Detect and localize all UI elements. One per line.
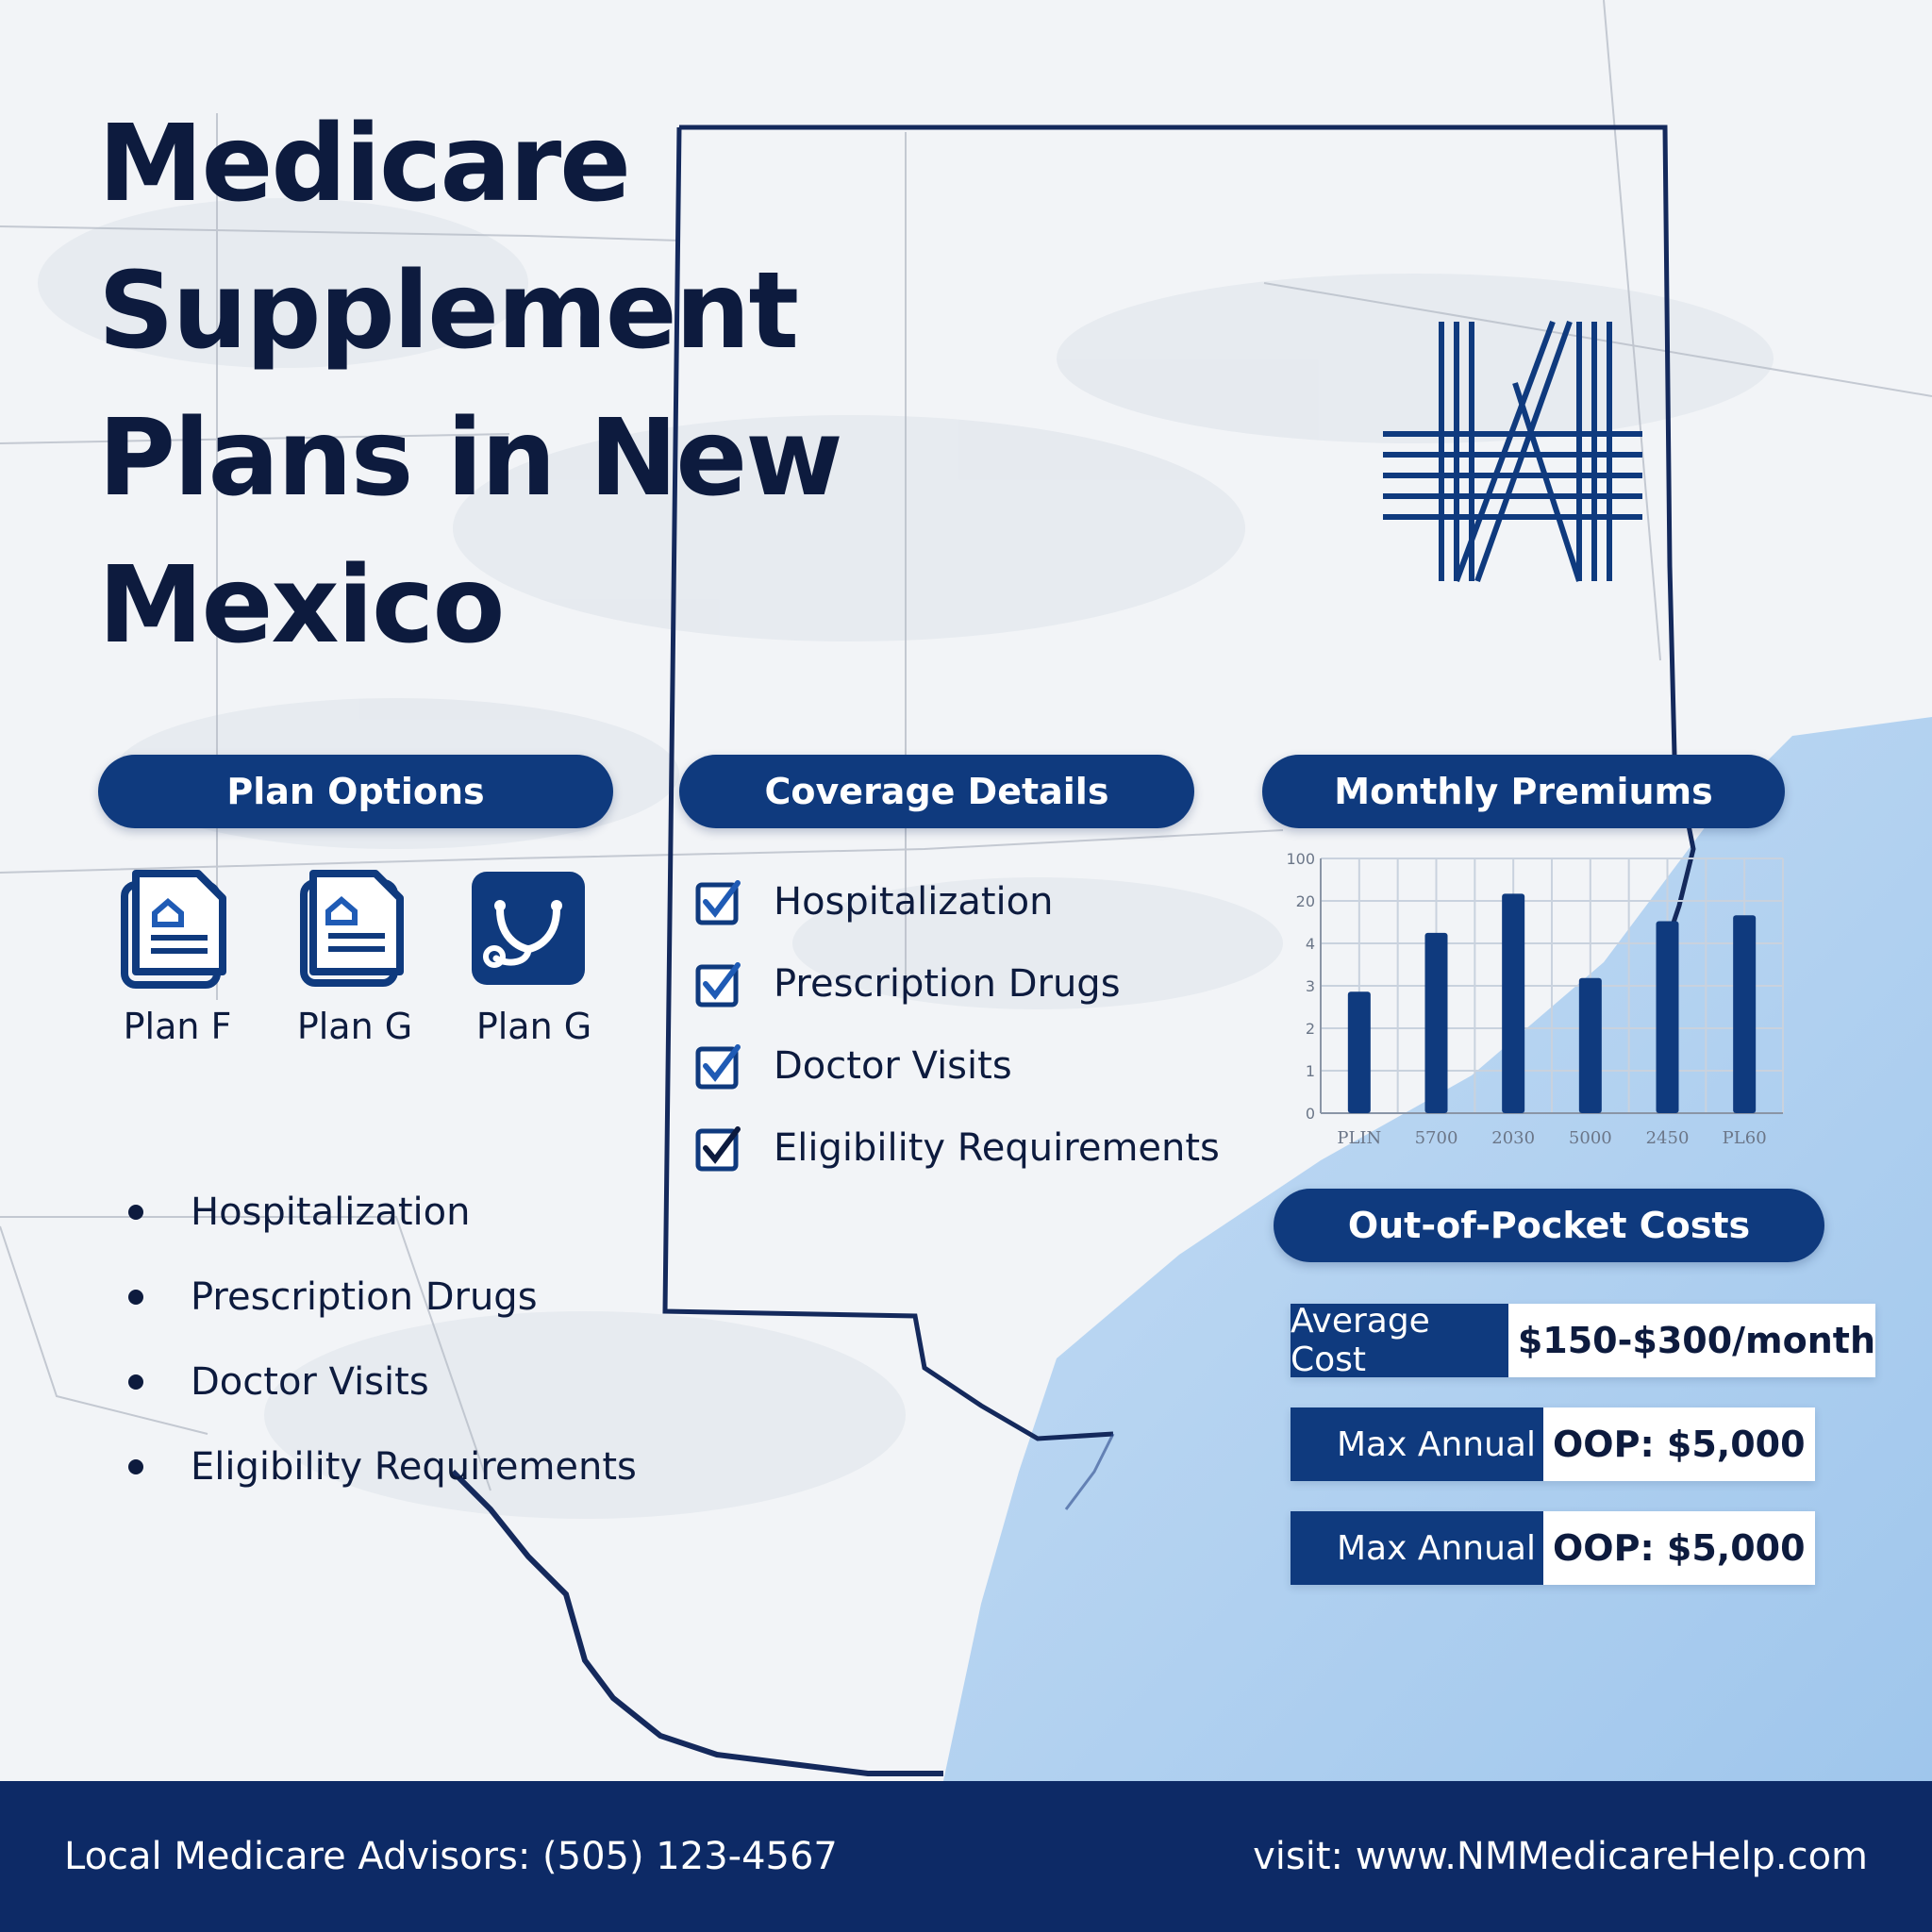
x-tick-label: 5000 <box>1569 1128 1612 1148</box>
x-tick-label: 5700 <box>1415 1128 1458 1148</box>
checklist-item: Prescription Drugs <box>694 942 1220 1024</box>
contact-phone[interactable]: Local Medicare Advisors: (505) 123-4567 <box>64 1835 838 1878</box>
checkbox-checked-icon <box>695 961 741 1007</box>
website-link[interactable]: visit: www.NMMedicareHelp.com <box>1253 1835 1868 1878</box>
y-tick-label: 3 <box>1306 977 1315 995</box>
cost-row-average: Average Cost $150-$300/month <box>1291 1302 1875 1379</box>
checkbox-checked-icon <box>695 1043 741 1089</box>
plan-options-header: Plan Options <box>98 755 613 828</box>
bullet-icon <box>128 1459 143 1474</box>
coverage-details-header: Coverage Details <box>679 755 1194 828</box>
out-of-pocket-header: Out-of-Pocket Costs <box>1274 1189 1824 1262</box>
footer-bar: Local Medicare Advisors: (505) 123-4567 … <box>0 1781 1932 1932</box>
cost-value: OOP: $5,000 <box>1543 1511 1815 1585</box>
y-tick-label: 100 <box>1286 850 1315 868</box>
cost-label: Max Annual <box>1291 1407 1543 1481</box>
document-icon <box>121 870 226 989</box>
monthly-premiums-chart: 0 1 2 3 4 20 100 PLIN 5700 2030 5000 2450 PL60 <box>1286 850 1784 1148</box>
list-item: Prescription Drugs <box>128 1255 637 1340</box>
bullet-icon <box>128 1205 143 1220</box>
x-tick-label: PL60 <box>1723 1128 1767 1148</box>
x-tick-label: 2030 <box>1491 1128 1535 1148</box>
plan-card-f[interactable]: Plan F <box>111 868 281 1047</box>
list-item: Doctor Visits <box>128 1340 637 1424</box>
plan-label: Plan F <box>123 1006 232 1047</box>
y-tick-label: 2 <box>1306 1020 1315 1038</box>
checkbox-checked-icon <box>695 1125 741 1171</box>
checklist-item: Hospitalization <box>694 860 1220 942</box>
cost-row-max-annual-2: Max Annual OOP: $5,000 <box>1291 1511 1815 1585</box>
cost-value: $150-$300/month <box>1507 1304 1875 1377</box>
y-tick-label: 4 <box>1306 935 1315 953</box>
checklist-item: Eligibility Requirements <box>694 1107 1220 1189</box>
y-tick-label: 20 <box>1296 892 1315 910</box>
document-icon <box>300 870 404 987</box>
premium-bar <box>1578 977 1602 1113</box>
stethoscope-icon <box>472 872 585 985</box>
premium-bar <box>1424 932 1448 1113</box>
plan-card-g[interactable]: Plan G <box>289 868 458 1047</box>
plan-options-list: Hospitalization Prescription Drugs Docto… <box>128 1170 637 1509</box>
y-tick-label: 0 <box>1306 1105 1315 1123</box>
cost-value: OOP: $5,000 <box>1543 1407 1815 1481</box>
y-tick-label: 1 <box>1306 1062 1315 1080</box>
coverage-checklist: Hospitalization Prescription Drugs Docto… <box>694 860 1220 1189</box>
plan-label: Plan G <box>296 1006 413 1047</box>
premium-bar <box>1347 991 1371 1113</box>
cost-row-max-annual: Max Annual OOP: $5,000 <box>1291 1407 1815 1481</box>
premium-bar <box>1502 893 1525 1113</box>
bullet-icon <box>128 1290 143 1305</box>
list-item: Eligibility Requirements <box>128 1424 637 1509</box>
checkbox-checked-icon <box>695 879 741 924</box>
checklist-item: Doctor Visits <box>694 1024 1220 1107</box>
cost-label: Max Annual <box>1291 1511 1543 1585</box>
premium-bar <box>1656 921 1679 1113</box>
page-title: Medicare Supplement Plans in New Mexico <box>98 103 843 667</box>
list-item: Hospitalization <box>128 1170 637 1255</box>
x-tick-label: 2450 <box>1646 1128 1690 1148</box>
nm-logo-icon <box>1383 320 1642 583</box>
plan-card-g-alt[interactable]: Plan G <box>468 868 638 1047</box>
premium-bar <box>1733 915 1757 1113</box>
bullet-icon <box>128 1374 143 1390</box>
cost-label: Average Cost <box>1291 1302 1508 1379</box>
plan-label: Plan G <box>475 1006 592 1047</box>
monthly-premiums-header: Monthly Premiums <box>1262 755 1785 828</box>
x-tick-label: PLIN <box>1337 1128 1381 1148</box>
